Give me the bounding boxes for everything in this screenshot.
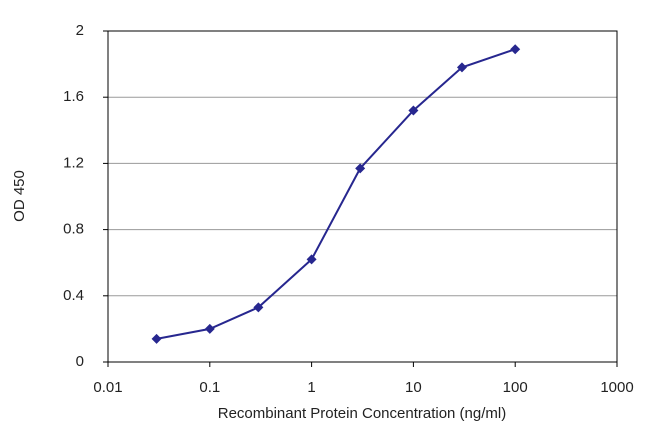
data-point bbox=[151, 333, 162, 344]
y-tick-label: 0 bbox=[76, 353, 84, 370]
data-point bbox=[355, 163, 366, 174]
plot-frame bbox=[107, 30, 618, 363]
data-point bbox=[510, 44, 521, 55]
x-tick-label: 0.1 bbox=[199, 379, 220, 396]
y-tick-label: 0.4 bbox=[63, 287, 84, 304]
y-axis-label: OD 450 bbox=[11, 170, 28, 222]
x-tick-label: 10 bbox=[405, 379, 422, 396]
data-point bbox=[204, 323, 215, 334]
x-tick-label: 1000 bbox=[600, 379, 633, 396]
data-point bbox=[306, 254, 317, 265]
y-tick-label: 1.2 bbox=[63, 154, 84, 171]
x-axis-label: Recombinant Protein Concentration (ng/ml… bbox=[218, 405, 506, 422]
x-tick-label: 100 bbox=[503, 379, 528, 396]
y-tick-label: 1.6 bbox=[63, 88, 84, 105]
x-tick-label: 0.01 bbox=[93, 379, 122, 396]
y-tick-label: 0.8 bbox=[63, 221, 84, 238]
data-line bbox=[156, 48, 516, 340]
data-point bbox=[456, 62, 467, 73]
data-point bbox=[408, 105, 419, 116]
x-tick-label: 1 bbox=[307, 379, 315, 396]
data-point bbox=[253, 302, 264, 313]
y-tick-label: 2 bbox=[76, 22, 84, 39]
